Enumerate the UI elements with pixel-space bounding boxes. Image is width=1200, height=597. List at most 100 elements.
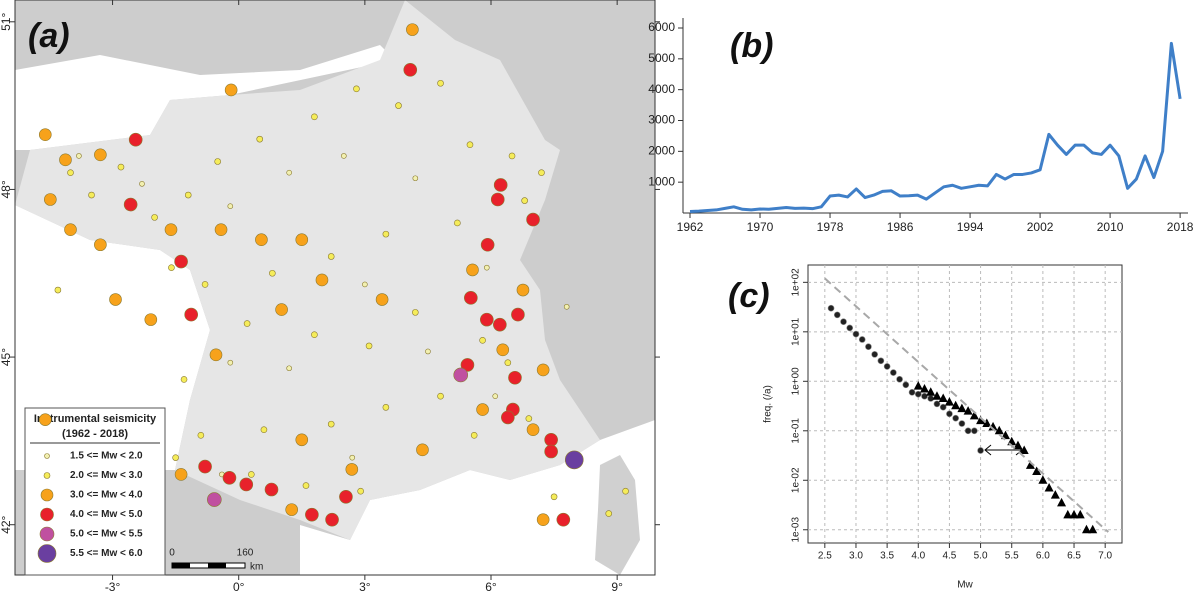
point	[1032, 466, 1042, 476]
x-tick-label: 2.5	[818, 551, 832, 562]
point	[1013, 440, 1023, 450]
x-tick-label: 1962	[677, 220, 704, 234]
y-tick-label: 2000	[648, 144, 675, 158]
point	[44, 193, 57, 206]
y-tick-label: 1e+00	[791, 367, 802, 396]
point	[151, 214, 158, 221]
point	[1081, 524, 1091, 534]
x-tick-label: 7.0	[1098, 551, 1112, 562]
point	[460, 358, 475, 372]
y-tick-label: 1000	[648, 174, 675, 188]
point	[563, 303, 570, 310]
x-tick-label: 3°	[359, 580, 371, 594]
legend-marker	[40, 488, 54, 502]
y-tick-label: 1e-01	[791, 418, 802, 444]
point	[846, 324, 854, 332]
point	[94, 148, 107, 162]
legend-subtitle: (1962 - 2018)	[62, 428, 128, 440]
corsica	[595, 455, 640, 575]
point	[209, 348, 223, 362]
point	[412, 175, 419, 182]
point	[957, 403, 967, 413]
x-tick-label: 5.0	[974, 551, 988, 562]
point	[526, 212, 540, 227]
point	[174, 468, 188, 481]
x-tick-label: 0°	[233, 580, 245, 594]
point	[437, 79, 444, 87]
x-tick-label: 3.5	[880, 551, 894, 562]
point	[1050, 490, 1060, 499]
point	[207, 492, 222, 507]
point	[476, 403, 489, 416]
point	[403, 63, 418, 77]
point	[526, 423, 540, 437]
scalebar-unit: km	[250, 562, 263, 573]
point	[264, 482, 279, 497]
point	[353, 85, 360, 93]
point	[877, 357, 885, 365]
point	[123, 197, 138, 212]
point	[827, 304, 835, 312]
y-tick-label: 1e+02	[791, 268, 802, 297]
point	[365, 342, 373, 350]
point	[504, 359, 512, 366]
point	[605, 510, 613, 517]
legend-marker	[40, 507, 54, 522]
y-tick-label: 1e+01	[791, 317, 802, 346]
point	[964, 427, 972, 435]
point	[375, 293, 389, 306]
point	[437, 392, 444, 400]
point	[295, 233, 309, 247]
legend-label: 5.0 <= Mw < 5.5	[70, 529, 143, 540]
point	[222, 470, 237, 485]
point	[339, 489, 353, 504]
point	[453, 367, 469, 383]
point	[412, 309, 419, 316]
panel-label: (b)	[730, 27, 773, 65]
point	[976, 415, 986, 425]
point	[416, 443, 429, 457]
point	[971, 427, 978, 435]
point	[480, 312, 494, 327]
x-tick-label: 2002	[1027, 220, 1054, 234]
point	[174, 254, 188, 269]
point	[227, 203, 234, 209]
panel-label: (c)	[728, 277, 770, 315]
point	[921, 392, 928, 400]
point	[963, 406, 973, 415]
legend-label: 2.0 <= Mw < 3.0	[70, 470, 143, 481]
point	[538, 169, 545, 176]
point	[425, 348, 431, 355]
point	[198, 459, 212, 474]
point	[256, 135, 264, 143]
point	[496, 343, 510, 357]
point	[952, 414, 959, 422]
point	[1075, 509, 1085, 519]
scalebar	[172, 563, 190, 568]
point	[479, 337, 486, 344]
point	[493, 317, 507, 332]
y-tick-label: 3000	[648, 113, 675, 127]
point	[180, 376, 188, 383]
point	[38, 128, 52, 141]
point	[926, 387, 936, 396]
point	[395, 102, 402, 109]
point	[269, 269, 276, 277]
plot-frame	[807, 264, 1123, 544]
x-tick-label: 9°	[611, 580, 623, 594]
y-tick-label: 6000	[648, 20, 675, 34]
point	[382, 404, 390, 411]
point	[248, 471, 255, 478]
point	[184, 191, 192, 199]
point	[544, 444, 558, 459]
point	[516, 283, 530, 297]
point	[508, 370, 522, 385]
legend-label: 1.5 <= Mw < 2.0	[70, 451, 143, 462]
x-tick-label: 1994	[957, 220, 984, 234]
point	[139, 181, 145, 187]
point	[88, 191, 95, 199]
point	[305, 507, 319, 522]
point	[550, 493, 558, 501]
x-tick-label: 1970	[747, 220, 774, 234]
